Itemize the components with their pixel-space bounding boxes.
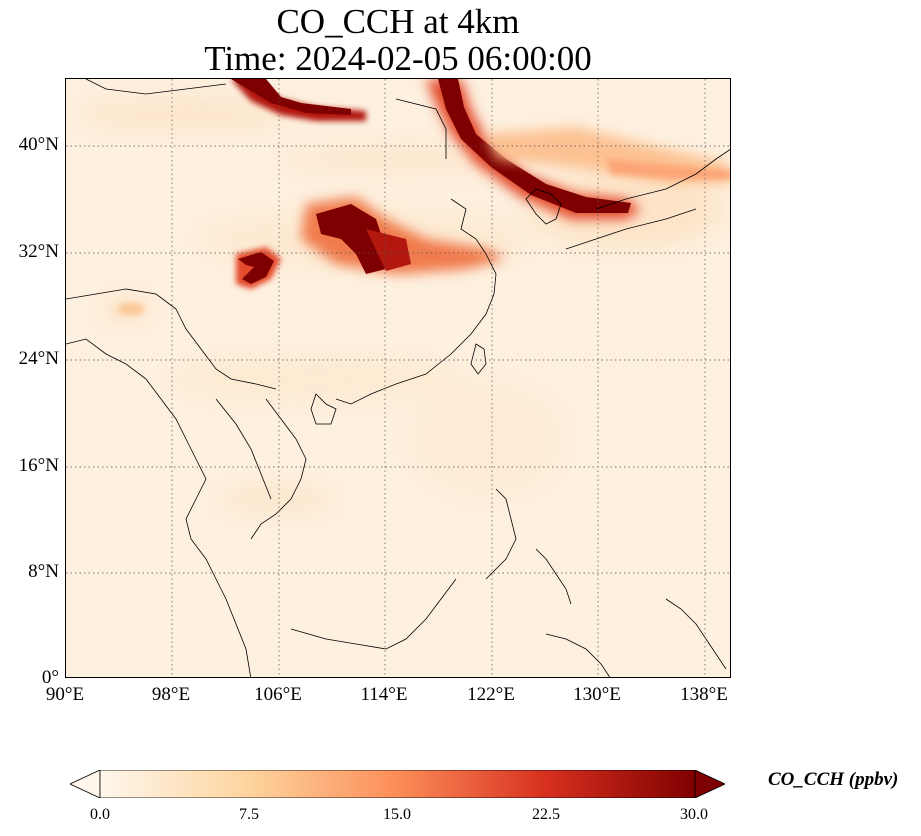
colorbar-tick-7-5: 7.5 [239,806,259,823]
colorbar-tick-22-5: 22.5 [532,806,560,823]
lon-tick-98e: 98°E [151,684,191,705]
lat-tick-32n: 32°N [18,241,59,262]
lon-tick-114e: 114°E [360,684,408,705]
colorbar-extend-min [70,770,101,798]
lon-tick-130e: 130°E [573,684,621,705]
lat-tick-8n: 8°N [28,561,59,582]
lon-tick-138e: 138°E [680,684,728,705]
lat-tick-0: 0° [41,667,59,688]
colorbar-gradient [99,770,696,798]
lat-tick-40n: 40°N [18,134,59,155]
lon-tick-106e: 106°E [254,684,302,705]
map-canvas [66,79,730,677]
colorbar-label: CO_CCH (ppbv) [768,769,899,790]
colorbar-tick-30: 30.0 [680,806,708,823]
lon-tick-122e: 122°E [467,684,515,705]
colorbar-extend-max [694,770,725,798]
lat-tick-16n: 16°N [18,455,59,476]
colorbar-tick-15: 15.0 [383,806,411,823]
map-panel [65,78,731,678]
coastlines [66,79,730,677]
colorbar [70,770,725,798]
colorbar-tick-0: 0.0 [90,806,110,823]
graticule [66,79,730,677]
co-plumes [117,79,730,315]
lon-tick-90e: 90°E [45,684,85,705]
lat-tick-24n: 24°N [18,348,59,369]
chart-title: CO_CCH at 4km [276,2,520,41]
chart-subtitle-time: Time: 2024-02-05 06:00:00 [204,39,592,78]
